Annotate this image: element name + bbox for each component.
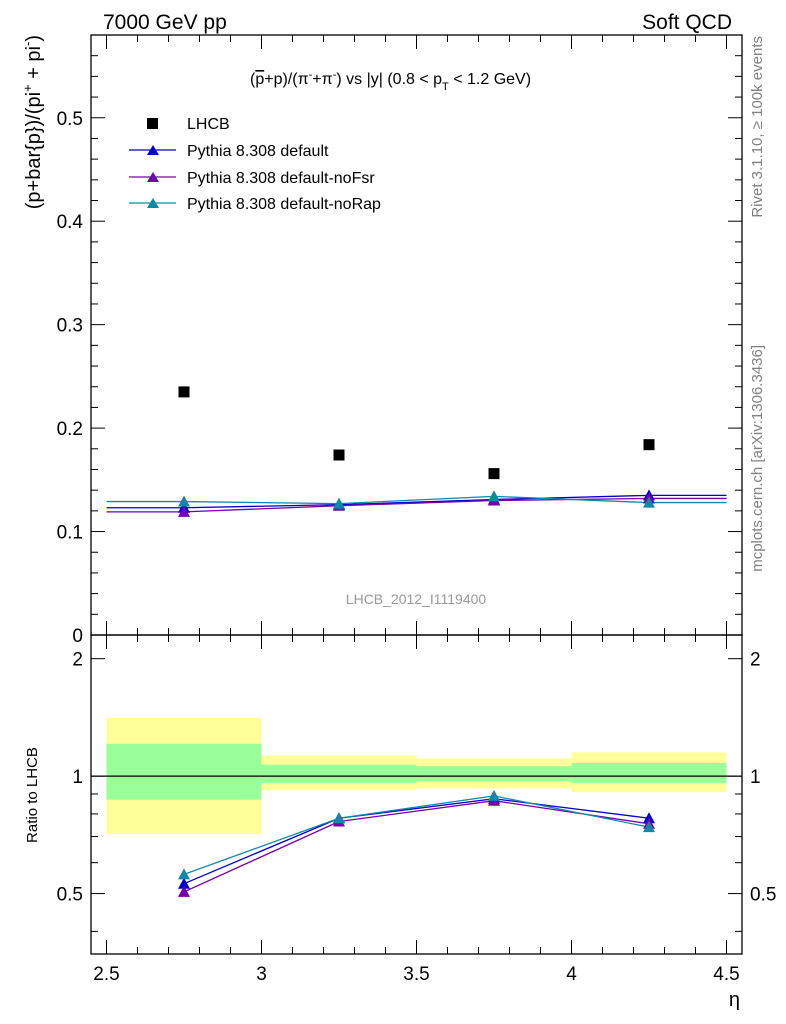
x-tick-label: 3.5 <box>403 964 429 985</box>
ratio-y-tick-label-left: 2 <box>72 650 83 671</box>
main-marker-noRap <box>178 495 190 507</box>
legend-default-label: Pythia 8.308 default <box>187 143 329 160</box>
ratio-line-noRap <box>183 795 650 875</box>
title-part-5: < 1.2 GeV) <box>449 71 531 88</box>
ratio-y-tick-label-right: 1 <box>750 767 761 788</box>
main-y-axis-label: (p+bar{p})/(pi+ + pi-) <box>20 35 45 209</box>
main-line-default <box>106 494 727 509</box>
ylabel-sup-2: - <box>20 42 35 46</box>
ratio-y-tick-label-left: 0.5 <box>57 885 83 906</box>
watermark: LHCB_2012_I1119400 <box>346 591 487 607</box>
main-y-tick-label: 0.2 <box>57 419 83 440</box>
legend: LHCB Pythia 8.308 default Pythia 8.308 d… <box>129 116 381 213</box>
ratio-series-lines <box>183 795 650 893</box>
main-y-ticks: 0.1 0.2 0.3 0.4 0.5 0 <box>57 55 742 647</box>
legend-default-marker <box>147 145 159 155</box>
ratio-marker-noFsr <box>178 885 190 897</box>
plot-title: (p+p)/(π-+π-) vs |y| (0.8 < pT < 1.2 GeV… <box>250 69 531 93</box>
title-pbar: p <box>255 71 264 88</box>
legend-data-marker <box>147 118 158 129</box>
ratio-bands <box>106 717 727 835</box>
main-x-ticks <box>106 35 727 635</box>
main-series-lines <box>106 494 727 513</box>
ratio-y-axis-label: Ratio to LHCB <box>24 747 41 843</box>
ylabel-part-b: + pi <box>23 46 45 84</box>
ratio-band-inner <box>416 766 572 782</box>
ratio-y-tick-label-left: 1 <box>72 767 83 788</box>
ratio-band-inner <box>106 743 262 800</box>
main-line-noFsr <box>106 497 727 513</box>
ratio-band-inner <box>261 764 417 784</box>
ratio-line-default <box>183 798 650 885</box>
data-point <box>643 439 655 451</box>
x-tick-label: 4 <box>566 964 577 985</box>
title-part-4: ) vs |y| (0.8 < p <box>336 71 442 88</box>
legend-norap-marker <box>147 198 159 208</box>
main-panel: 0.10.20.30.40.50 (p+p)/(π-+π-) vs |y| (0… <box>20 34 743 647</box>
ylabel-part-c: ) <box>23 35 45 42</box>
data-points <box>178 386 655 480</box>
x-axis-label: η <box>729 989 740 1011</box>
ratio-marker-noRap <box>643 821 655 833</box>
x-tick-label: 2.5 <box>93 964 119 985</box>
x-tick-label: 4.5 <box>713 964 739 985</box>
ylabel-sup-1: + <box>20 84 35 92</box>
title-sup-2: - <box>333 69 337 81</box>
ratio-marker-default <box>643 812 655 824</box>
ratio-x-ticks: 2.5 3 3.5 4 4.5 <box>93 635 740 985</box>
ratio-series-markers <box>178 789 655 897</box>
data-point <box>488 468 500 480</box>
ratio-marker-noRap <box>178 868 190 880</box>
x-tick-label: 3 <box>256 964 267 985</box>
mcplots-label: mcplots.cern.ch [arXiv:1306.3436] <box>749 345 766 572</box>
ratio-marker-noRap <box>333 812 345 824</box>
main-series-markers <box>178 489 655 517</box>
ylabel-part-a: (p+bar{p})/(pi <box>23 92 45 209</box>
rivet-label: Rivet 3.1.10, ≥ 100k events <box>749 36 766 218</box>
ratio-y-ticks: 0.5 0.5 1 1 2 2 <box>57 650 776 932</box>
main-y-tick-label: 0 <box>72 626 83 647</box>
main-marker-noRap <box>643 496 655 508</box>
ratio-band-inner <box>571 763 727 784</box>
main-marker-noRap <box>488 490 500 502</box>
ratio-frame <box>90 634 743 955</box>
main-marker-noRap <box>333 497 345 509</box>
main-y-tick-label: 0.4 <box>57 212 84 233</box>
title-part-2: +p)/(π <box>264 71 308 88</box>
header-left: 7000 GeV pp <box>103 11 227 34</box>
ratio-marker-noRap <box>488 789 500 801</box>
title-sup-1: - <box>309 69 313 81</box>
main-marker-noFsr <box>178 505 190 517</box>
header-right: Soft QCD <box>642 11 732 34</box>
legend-nofsr-marker <box>147 172 159 182</box>
data-point <box>333 449 345 461</box>
ratio-y-tick-label-right: 0.5 <box>750 885 776 906</box>
title-part-3: +π <box>312 71 332 88</box>
main-line-noRap <box>106 495 727 505</box>
ratio-marker-default <box>178 877 190 889</box>
ratio-y-tick-label-right: 2 <box>750 650 761 671</box>
main-y-tick-label: 0.1 <box>57 523 83 544</box>
main-y-tick-label: 0.3 <box>57 316 83 337</box>
ratio-panel: 0.5 0.5 1 1 2 2 2.5 3 3.5 4 4.5 Ratio to LHCB η <box>24 634 776 1011</box>
ratio-line-noFsr <box>183 800 650 893</box>
main-y-tick-label: 0.5 <box>57 109 83 130</box>
data-point <box>178 386 190 398</box>
title-sub: T <box>442 81 449 93</box>
legend-norap-label: Pythia 8.308 default-noRap <box>187 196 381 213</box>
legend-data-label: LHCB <box>187 116 230 133</box>
title-part-1: ( <box>250 71 256 88</box>
legend-nofsr-label: Pythia 8.308 default-noFsr <box>187 170 375 187</box>
